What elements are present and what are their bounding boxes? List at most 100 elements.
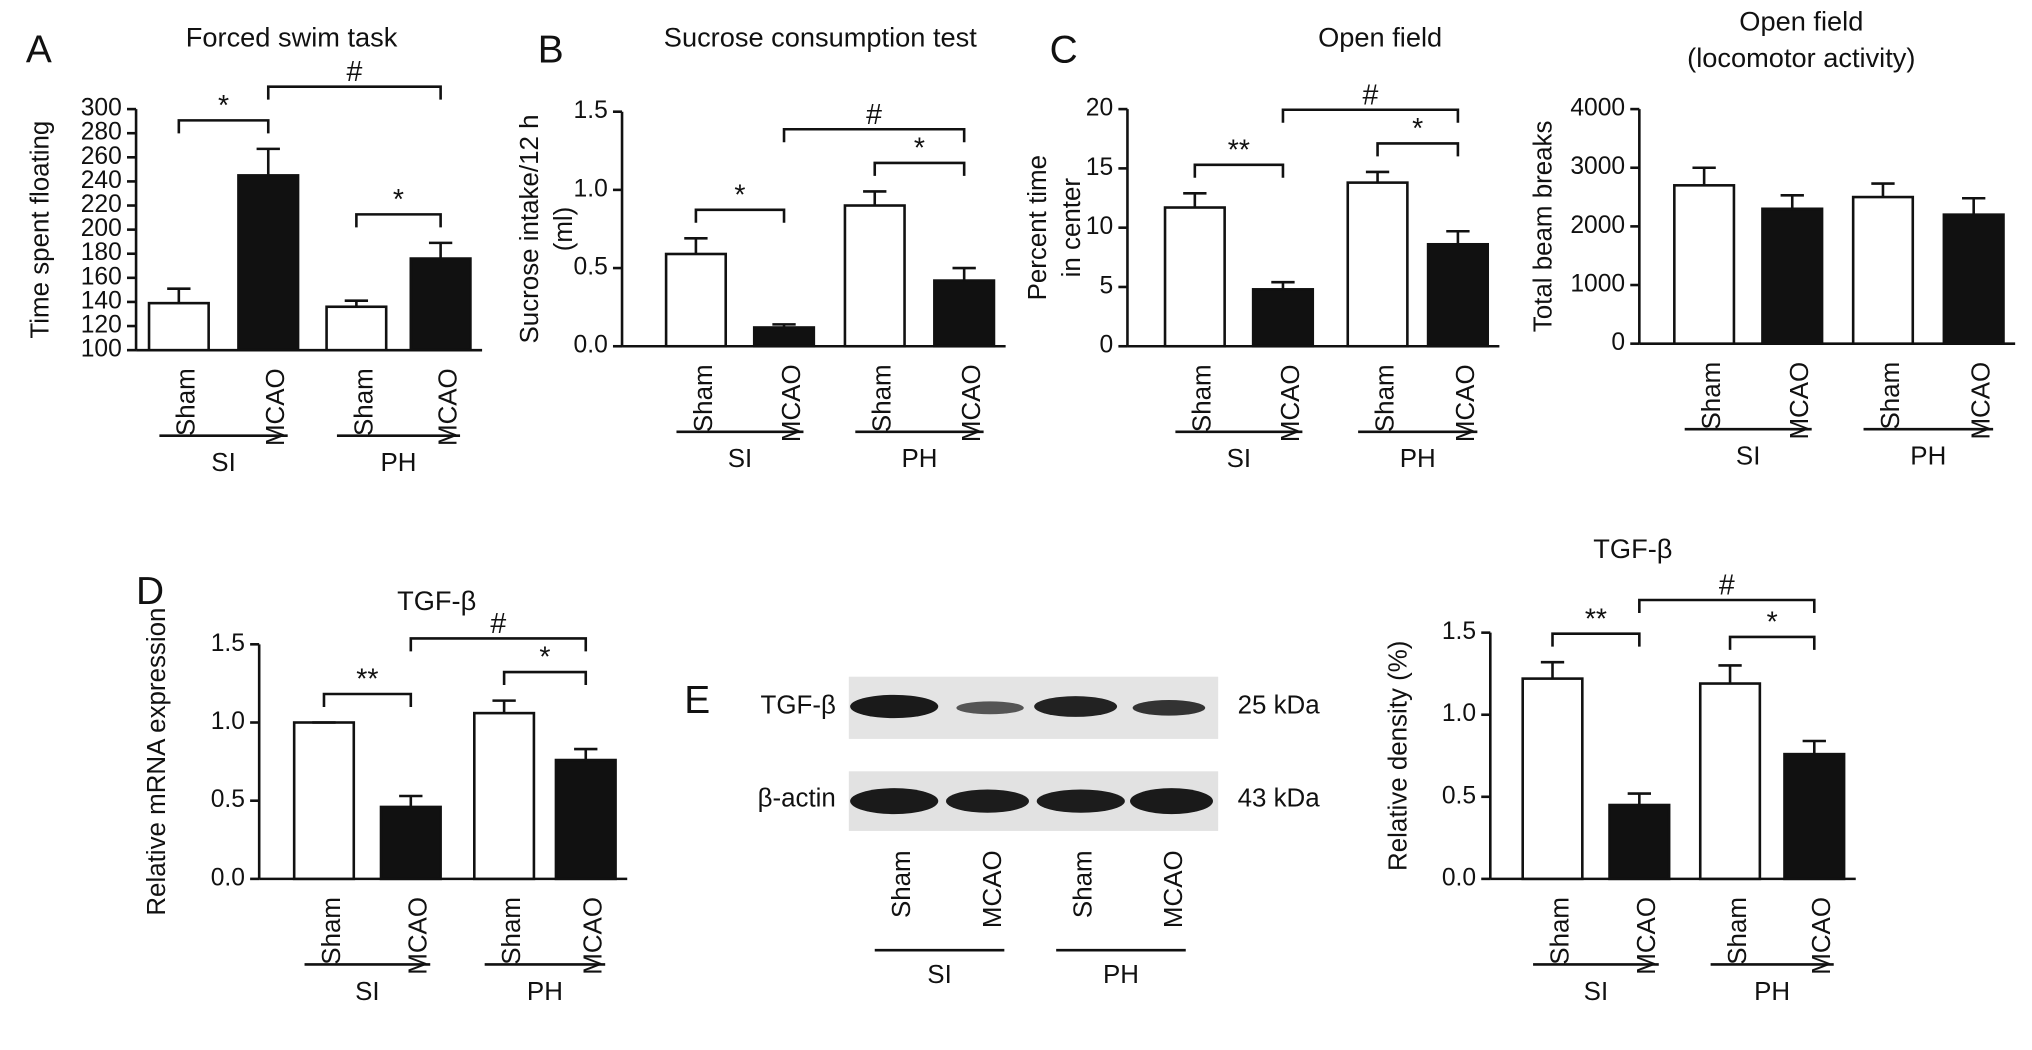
y-axis-label: (ml) bbox=[550, 207, 578, 252]
bar bbox=[1346, 181, 1409, 348]
y-tick-label: 160 bbox=[81, 263, 122, 290]
group-label: PH bbox=[1400, 445, 1436, 473]
significance-label: # bbox=[866, 99, 882, 131]
y-tick-label: 220 bbox=[81, 191, 122, 218]
error-bar bbox=[574, 747, 598, 761]
y-tick-label: 1.0 bbox=[1442, 700, 1476, 727]
group-label: SI bbox=[728, 445, 752, 473]
y-axis-label: Time spent floating bbox=[26, 121, 54, 339]
x-tick-label: Sham bbox=[1877, 362, 1905, 430]
x-tick-label: MCAO bbox=[1786, 362, 1814, 440]
group-label: SI bbox=[1736, 443, 1760, 471]
significance-bracket bbox=[1638, 598, 1816, 613]
error-bar bbox=[399, 794, 423, 807]
error-bar bbox=[1780, 194, 1804, 209]
panel-letter: C bbox=[1050, 28, 1078, 71]
significance-bracket bbox=[694, 208, 786, 223]
y-tick-label: 5 bbox=[1100, 272, 1114, 299]
bar bbox=[1698, 682, 1762, 881]
significance-label: # bbox=[490, 608, 506, 640]
y-tick-label: 1.5 bbox=[1442, 618, 1476, 645]
significance-bracket bbox=[266, 85, 442, 100]
x-tick-label: Sham bbox=[1724, 897, 1752, 965]
significance-bracket bbox=[322, 692, 413, 707]
x-tick-label: MCAO bbox=[778, 364, 806, 442]
lane-label: Sham bbox=[1070, 850, 1098, 918]
bar bbox=[843, 204, 906, 348]
y-tick-label: 1.0 bbox=[574, 175, 608, 202]
y-axis-label: Relative mRNA expression bbox=[143, 608, 171, 916]
y-axis-label: Total beam breaks bbox=[1530, 121, 1558, 333]
y-tick-label: 0.5 bbox=[211, 786, 245, 813]
x-tick-label: MCAO bbox=[1808, 897, 1836, 975]
lane-label: MCAO bbox=[1160, 850, 1188, 928]
significance-label: ** bbox=[1585, 603, 1607, 635]
x-tick-label: MCAO bbox=[1968, 362, 1996, 440]
y-tick-label: 10 bbox=[1086, 213, 1113, 240]
bar bbox=[1761, 207, 1824, 345]
significance-label: * bbox=[734, 179, 745, 211]
significance-bracket bbox=[1281, 108, 1460, 123]
x-tick-label: Sham bbox=[318, 897, 346, 965]
y-tick-label: 0.0 bbox=[211, 864, 245, 891]
bar bbox=[292, 721, 356, 881]
x-tick-label: Sham bbox=[1371, 364, 1399, 432]
x-tick-label: MCAO bbox=[405, 897, 433, 975]
lane-label: Sham bbox=[888, 850, 916, 918]
bar bbox=[473, 711, 536, 881]
bar bbox=[1163, 206, 1226, 348]
error-bar bbox=[256, 147, 280, 176]
group-label: PH bbox=[1103, 961, 1139, 989]
y-tick-label: 1.5 bbox=[574, 97, 608, 124]
bar bbox=[325, 305, 388, 352]
bar bbox=[752, 326, 816, 348]
group-label: SI bbox=[211, 449, 235, 477]
significance-label: * bbox=[218, 90, 229, 122]
error-bar bbox=[1871, 182, 1895, 198]
significance-bracket bbox=[782, 127, 966, 143]
y-tick-label: 2000 bbox=[1570, 212, 1625, 239]
x-tick-label: Sham bbox=[350, 368, 378, 436]
error-bar bbox=[863, 190, 887, 206]
bar bbox=[1783, 752, 1846, 881]
error-bar bbox=[344, 299, 369, 307]
panel-letter: B bbox=[538, 28, 564, 71]
group-label: SI bbox=[355, 978, 379, 1006]
significance-bracket bbox=[409, 637, 588, 652]
bar bbox=[1251, 288, 1315, 348]
y-tick-label: 100 bbox=[81, 336, 122, 363]
y-tick-label: 280 bbox=[81, 119, 122, 146]
significance-bracket bbox=[502, 670, 588, 686]
significance-label: * bbox=[1412, 113, 1423, 145]
error-bar bbox=[1271, 280, 1295, 290]
panel-letter: D bbox=[136, 570, 164, 613]
bar bbox=[237, 174, 300, 352]
chart-title: TGF-β bbox=[397, 585, 476, 616]
bar bbox=[664, 252, 728, 348]
group-label: SI bbox=[1584, 978, 1608, 1006]
x-tick-label: MCAO bbox=[580, 897, 608, 975]
y-tick-label: 0.5 bbox=[574, 254, 608, 281]
group-label: PH bbox=[1910, 443, 1946, 471]
y-tick-label: 300 bbox=[81, 95, 122, 122]
bar bbox=[409, 257, 472, 352]
error-bar bbox=[428, 241, 453, 259]
group-label: SI bbox=[1227, 445, 1251, 473]
x-tick-label: MCAO bbox=[262, 368, 290, 446]
x-tick-label: Sham bbox=[690, 364, 718, 432]
error-bar bbox=[684, 237, 708, 254]
group-label: PH bbox=[901, 445, 937, 473]
blot-image bbox=[848, 676, 1219, 831]
bar bbox=[1608, 803, 1671, 881]
error-bar bbox=[1540, 660, 1565, 679]
bar bbox=[933, 279, 996, 348]
blot-row-label: TGF-β bbox=[761, 691, 836, 719]
blot-size-label: 25 kDa bbox=[1238, 691, 1321, 719]
group-label: SI bbox=[927, 961, 951, 989]
error-bar bbox=[1446, 229, 1470, 245]
y-tick-label: 200 bbox=[81, 215, 122, 242]
y-tick-label: 1.0 bbox=[211, 708, 245, 735]
significance-label: * bbox=[914, 133, 925, 165]
y-tick-label: 20 bbox=[1086, 95, 1113, 122]
